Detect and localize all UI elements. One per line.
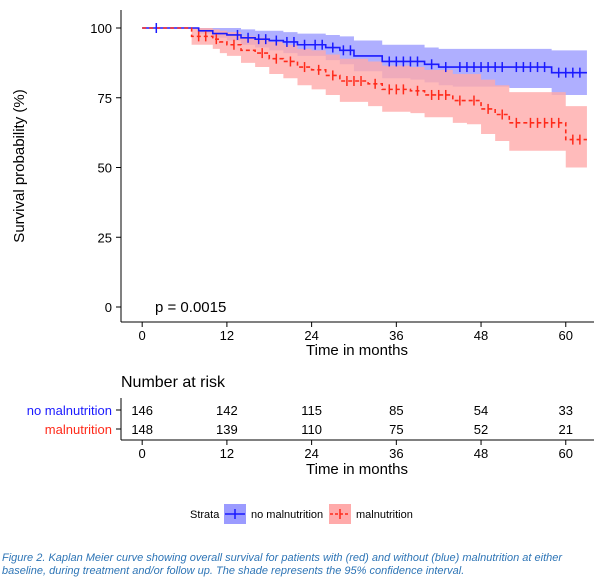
survival-curve-no-malnutrition bbox=[142, 27, 587, 74]
x-axis-ticks: 0 12 24 36 48 60 bbox=[139, 322, 573, 343]
x-tick-label-24: 24 bbox=[304, 328, 318, 343]
y-tick-label-75: 75 bbox=[98, 91, 112, 106]
x-tick-label-12: 12 bbox=[220, 328, 234, 343]
risk-count-no-malnutrition-60: 33 bbox=[559, 403, 573, 418]
p-value-annotation: p = 0.0015 bbox=[155, 299, 226, 316]
risk-count-no-malnutrition-36: 85 bbox=[389, 403, 403, 418]
y-tick-label-100: 100 bbox=[90, 21, 112, 36]
legend-label-no-malnutrition: no malnutrition bbox=[251, 509, 323, 521]
risk-count-no-malnutrition-0: 146 bbox=[131, 403, 153, 418]
legend-item-no-malnutrition: no malnutrition bbox=[224, 504, 323, 524]
risk-count-no-malnutrition-24: 115 bbox=[301, 403, 322, 418]
risk-x-tick-label-48: 48 bbox=[474, 446, 488, 461]
legend-item-malnutrition: malnutrition bbox=[329, 504, 413, 524]
risk-row-label-malnutrition: malnutrition bbox=[45, 422, 112, 437]
risk-count-malnutrition-24: 110 bbox=[301, 422, 322, 437]
kaplan-meier-figure: 0 25 50 75 100 0 12 24 36 48 60 Survival probabil… bbox=[11, 10, 594, 524]
y-axis-label: Survival probability (%) bbox=[11, 89, 28, 242]
risk-x-tick-label-60: 60 bbox=[559, 446, 573, 461]
risk-table-title: Number at risk bbox=[121, 374, 226, 391]
legend-title: Strata bbox=[190, 509, 220, 521]
risk-count-malnutrition-12: 139 bbox=[216, 422, 238, 437]
survival-curves bbox=[142, 27, 587, 141]
risk-count-malnutrition-60: 21 bbox=[559, 422, 573, 437]
risk-row-label-no-malnutrition: no malnutrition bbox=[27, 403, 112, 418]
risk-x-tick-label-36: 36 bbox=[389, 446, 403, 461]
risk-x-tick-label-24: 24 bbox=[304, 446, 318, 461]
x-tick-label-60: 60 bbox=[559, 328, 573, 343]
censor-marks bbox=[155, 23, 581, 145]
y-tick-label-25: 25 bbox=[98, 230, 112, 245]
x-tick-label-0: 0 bbox=[139, 328, 146, 343]
legend: Strata no malnutrition malnutrition bbox=[190, 504, 413, 524]
risk-table-rows: no malnutrition 146 142 115 85 54 33 malnutriti… bbox=[27, 403, 573, 437]
survival-plot: 0 25 50 75 100 0 12 24 36 48 60 Survival probabil… bbox=[11, 10, 594, 359]
y-axis-ticks: 0 25 50 75 100 bbox=[90, 21, 121, 315]
x-axis-label: Time in months bbox=[306, 342, 408, 359]
confidence-bands bbox=[142, 28, 587, 168]
y-tick-label-50: 50 bbox=[98, 161, 112, 176]
x-tick-label-36: 36 bbox=[389, 328, 403, 343]
ci-band-malnutrition bbox=[142, 28, 587, 168]
legend-label-malnutrition: malnutrition bbox=[356, 509, 413, 521]
y-tick-label-0: 0 bbox=[105, 300, 112, 315]
risk-count-no-malnutrition-48: 54 bbox=[474, 403, 488, 418]
risk-x-tick-label-12: 12 bbox=[220, 446, 234, 461]
risk-x-axis-ticks: 0 12 24 36 48 60 bbox=[139, 440, 573, 461]
survival-curve-malnutrition bbox=[142, 27, 587, 141]
risk-count-malnutrition-36: 75 bbox=[389, 422, 403, 437]
risk-count-no-malnutrition-12: 142 bbox=[216, 403, 238, 418]
risk-count-malnutrition-48: 52 bbox=[474, 422, 488, 437]
x-tick-label-48: 48 bbox=[474, 328, 488, 343]
risk-table: Number at risk no malnutrition 146 142 115 8… bbox=[27, 374, 594, 478]
figure-caption: Figure 2. Kaplan Meier curve showing ove… bbox=[2, 552, 563, 577]
risk-x-axis-label: Time in months bbox=[306, 461, 408, 478]
risk-x-tick-label-0: 0 bbox=[139, 446, 146, 461]
risk-count-malnutrition-0: 148 bbox=[131, 422, 153, 437]
